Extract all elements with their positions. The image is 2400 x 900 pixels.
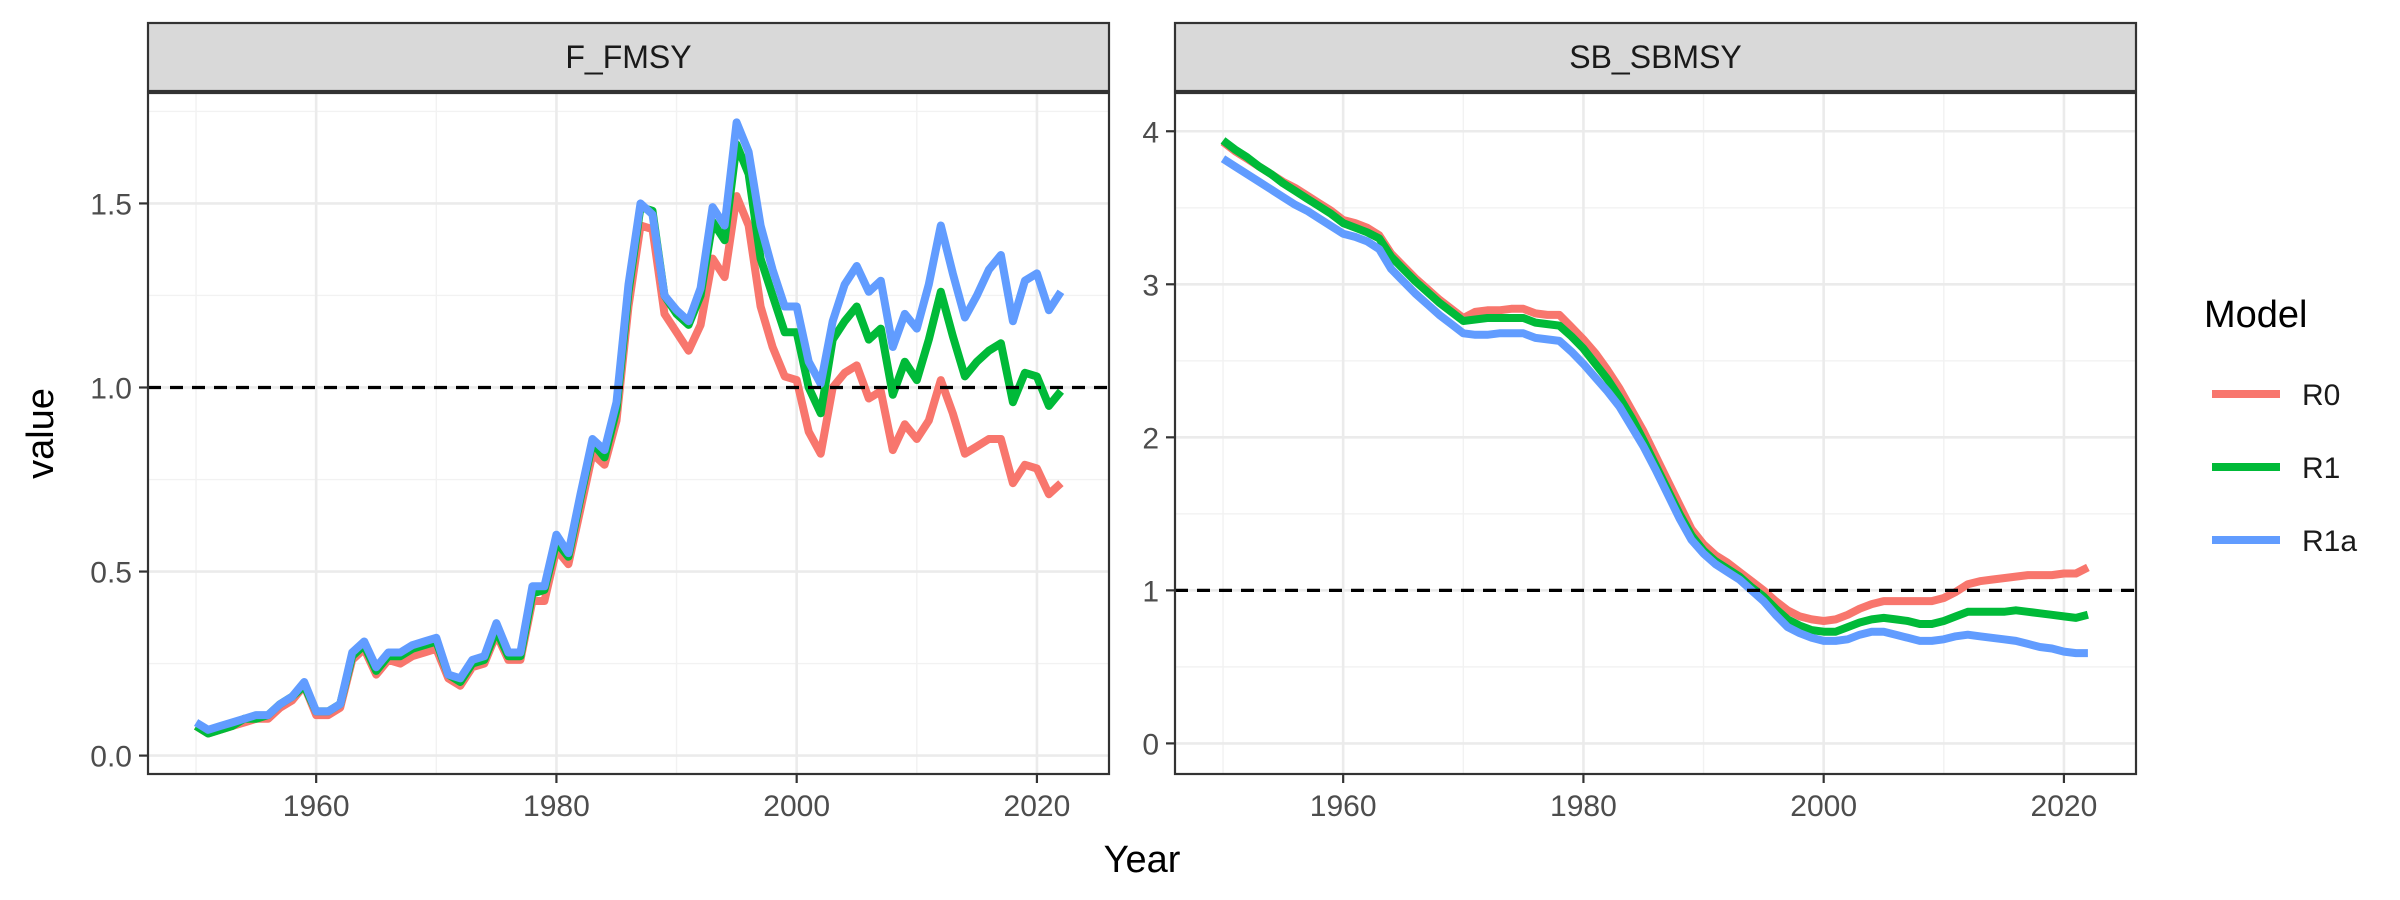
strip-background bbox=[1173, 21, 2138, 93]
series-line-r0 bbox=[1220, 138, 2090, 625]
y-tick-label: 2 bbox=[1142, 422, 1159, 455]
x-tick-label: 2020 bbox=[1004, 790, 1071, 823]
y-tick-label: 1.0 bbox=[90, 372, 132, 405]
x-tick-label: 2000 bbox=[1790, 790, 1857, 823]
strip-background bbox=[146, 21, 1111, 93]
y-tick-label: 1 bbox=[1142, 575, 1159, 608]
x-tick-label: 1960 bbox=[283, 790, 350, 823]
y-tick-label: 0.0 bbox=[90, 741, 132, 774]
panel-background bbox=[1175, 93, 2136, 774]
panel-background bbox=[148, 93, 1109, 774]
y-axis-title: value bbox=[20, 388, 62, 479]
x-axis-title: Year bbox=[1104, 839, 1181, 881]
panel-sb-sbmsy: SB_SBMSY 0 1 2 3 4 1960 1980 2000 2020 bbox=[1142, 21, 2138, 823]
strip-title: SB_SBMSY bbox=[1569, 39, 1742, 75]
x-tick-label: 2020 bbox=[2031, 790, 2098, 823]
panel-f-fmsy: F_FMSY 0.0 0.5 1.0 1.5 1960 1980 2000 2020 bbox=[90, 21, 1111, 823]
x-tick-label: 1960 bbox=[1310, 790, 1377, 823]
y-tick-label: 4 bbox=[1142, 116, 1159, 149]
strip-title: F_FMSY bbox=[565, 39, 691, 75]
x-tick-label: 1980 bbox=[1550, 790, 1617, 823]
panel-border bbox=[1173, 91, 2138, 776]
panel-border bbox=[146, 91, 1111, 776]
y-tick-label: 0.5 bbox=[90, 557, 132, 590]
legend-label-r0: R0 bbox=[2302, 379, 2340, 412]
series-line-r1a bbox=[1220, 155, 2088, 658]
x-tick-label: 2000 bbox=[763, 790, 830, 823]
legend-label-r1: R1 bbox=[2302, 452, 2340, 485]
y-tick-label: 1.5 bbox=[90, 188, 132, 221]
legend-label-r1a: R1a bbox=[2302, 525, 2357, 558]
y-tick-label: 0 bbox=[1142, 728, 1159, 761]
legend-title: Model bbox=[2204, 294, 2308, 336]
series-line-r1a bbox=[194, 118, 1065, 734]
y-tick-label: 3 bbox=[1142, 269, 1159, 302]
x-tick-label: 1980 bbox=[523, 790, 590, 823]
legend: Model R0 R1 R1a bbox=[2204, 294, 2357, 558]
